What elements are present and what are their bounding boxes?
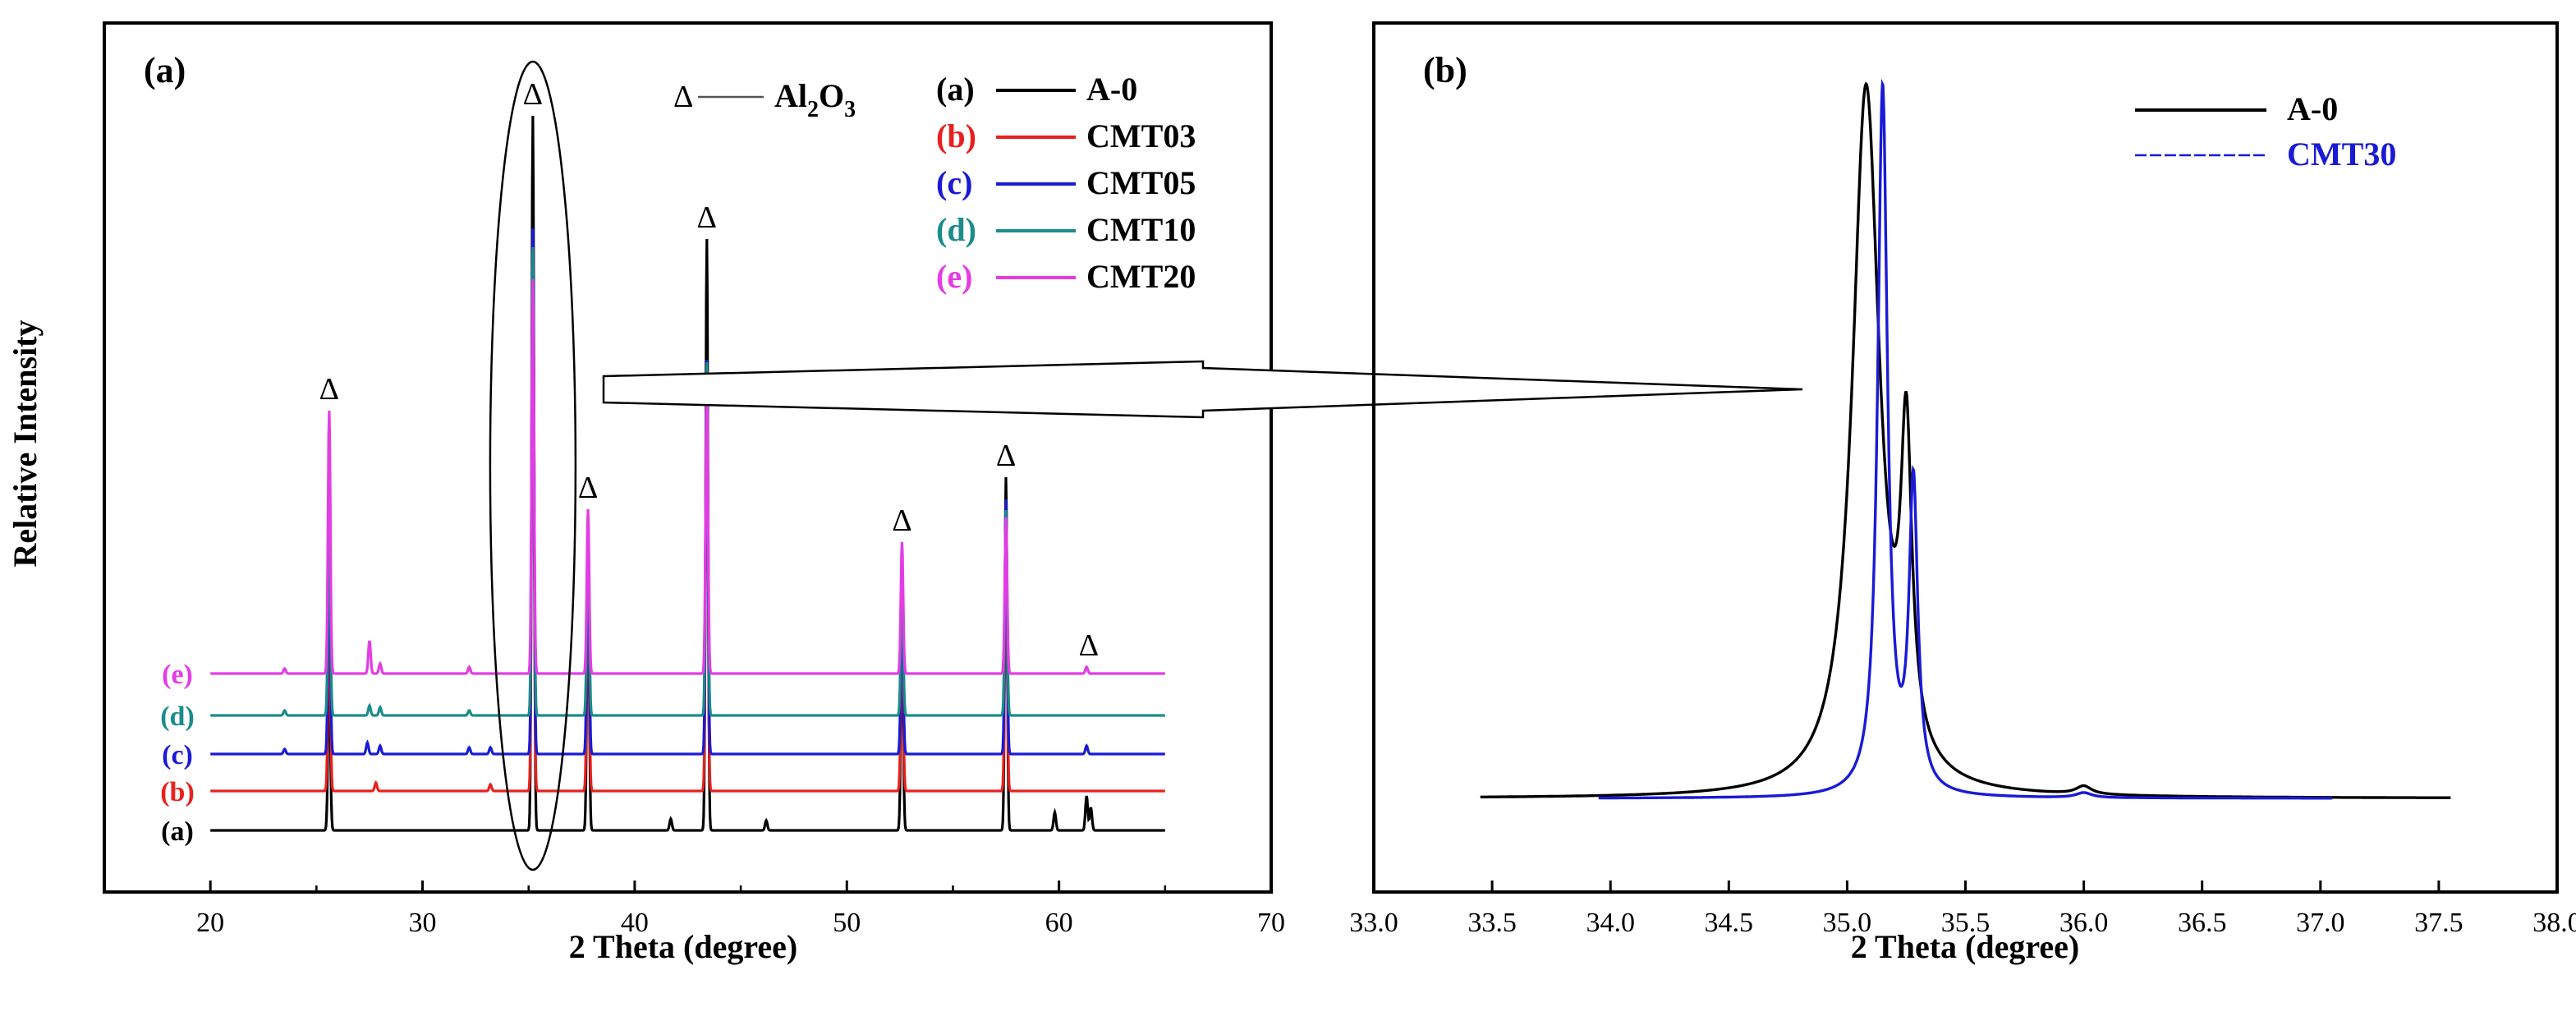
panel-a: (a) 20 30 40 50 60 70 Δ Δ Δ Δ Δ Δ Δ (a) (b) (c) (d) (e)… [103, 21, 1285, 965]
series-CMT20 [210, 278, 1165, 675]
panel-a-tick-label: 40 [621, 908, 649, 938]
panel-a-tick-label: 50 [833, 908, 861, 938]
panel-b-series [1480, 78, 2451, 800]
curve-tag: (d) [160, 701, 195, 732]
panel-b: (b) 33.0 33.5 34.0 34.5 35.0 35.5 36.0 36.5 37.0… [1349, 21, 2576, 965]
legend-label: CMT20 [1086, 258, 1196, 295]
panel-a-frame [103, 21, 1273, 894]
panel-b-tick-label: 37.5 [2414, 908, 2464, 938]
panel-b-tick-label: 35.0 [1823, 908, 1872, 938]
panel-b-tick-label: 33.0 [1349, 908, 1398, 938]
legend-label: A-0 [1086, 71, 1137, 108]
panel-b-label: (b) [1423, 50, 1467, 90]
series-CMT05 [210, 228, 1165, 756]
panel-b-tick-label: 36.5 [2178, 908, 2227, 938]
curve-tag: (a) [161, 816, 194, 847]
legend-label: CMT10 [1086, 211, 1196, 248]
panel-b-tick-label: 36.0 [2059, 908, 2109, 938]
series-A-0 [210, 115, 1165, 832]
phase-marker-legend: Δ Al2O3 [673, 77, 856, 122]
delta-marker: Δ [523, 77, 543, 112]
legend-label: CMT30 [2287, 136, 2396, 172]
panel-b-tick-label: 34.0 [1586, 908, 1635, 938]
series-CMT30 [1598, 78, 2333, 800]
series-A-0 [1480, 81, 2451, 799]
zoom-arrow [602, 360, 1803, 419]
panel-a-x-ticks: 20 30 40 50 60 70 [103, 881, 1285, 938]
legend-tag: (e) [936, 258, 972, 295]
panel-b-tick-label: 37.0 [2296, 908, 2345, 938]
panel-b-x-axis-label: 2 Theta (degree) [1851, 928, 2079, 965]
panel-a-label: (a) [144, 50, 186, 90]
legend-tag: (a) [936, 71, 975, 108]
delta-marker: Δ [319, 372, 339, 407]
panel-a-tick-label: 60 [1045, 908, 1073, 938]
legend-label: CMT05 [1086, 164, 1196, 201]
series-CMT10 [210, 246, 1165, 717]
panel-b-legend: A-0 CMT30 [2135, 90, 2396, 172]
phase-delta-symbol: Δ [673, 80, 693, 114]
legend-label: CMT03 [1086, 117, 1196, 154]
curve-tag: (e) [162, 660, 193, 690]
legend-label: A-0 [2287, 90, 2338, 127]
legend-tag: (b) [936, 117, 976, 154]
delta-marker: Δ [892, 504, 911, 538]
panel-b-tick-label: 33.5 [1467, 908, 1517, 938]
legend-tag: (d) [936, 211, 976, 248]
panel-b-x-ticks: 33.0 33.5 34.0 34.5 35.0 35.5 36.0 36.5 37.0 37.5… [1349, 881, 2576, 938]
panel-b-tick-label: 38.0 [2532, 908, 2576, 938]
curve-tag: (b) [160, 777, 195, 807]
phase-label: Al2O3 [774, 77, 856, 122]
panel-a-legend: (a) A-0 (b) CMT03 (c) CMT05 (d) CMT10 (e) CMT20 [936, 71, 1196, 295]
delta-marker: Δ [1079, 628, 1099, 663]
curve-tag: (c) [162, 740, 193, 770]
delta-marker: Δ [578, 471, 598, 505]
series-CMT03 [210, 248, 1165, 793]
panel-a-series [210, 115, 1165, 832]
legend-tag: (c) [936, 164, 972, 201]
panel-a-delta-markers: Δ Δ Δ Δ Δ Δ Δ [319, 77, 1099, 663]
panel-b-tick-label: 35.5 [1941, 908, 1991, 938]
delta-marker: Δ [697, 200, 717, 235]
highlight-ellipse [489, 60, 577, 871]
panel-a-curve-tags: (a) (b) (c) (d) (e) [160, 660, 195, 847]
panel-a-tick-label: 30 [409, 908, 437, 938]
y-axis-label: Relative Intensity [7, 320, 44, 567]
panel-a-tick-label: 70 [1257, 908, 1285, 938]
panel-a-x-axis-label: 2 Theta (degree) [569, 928, 797, 965]
panel-a-tick-label: 20 [196, 908, 224, 938]
panel-b-tick-label: 34.5 [1705, 908, 1754, 938]
delta-marker: Δ [996, 439, 1016, 473]
